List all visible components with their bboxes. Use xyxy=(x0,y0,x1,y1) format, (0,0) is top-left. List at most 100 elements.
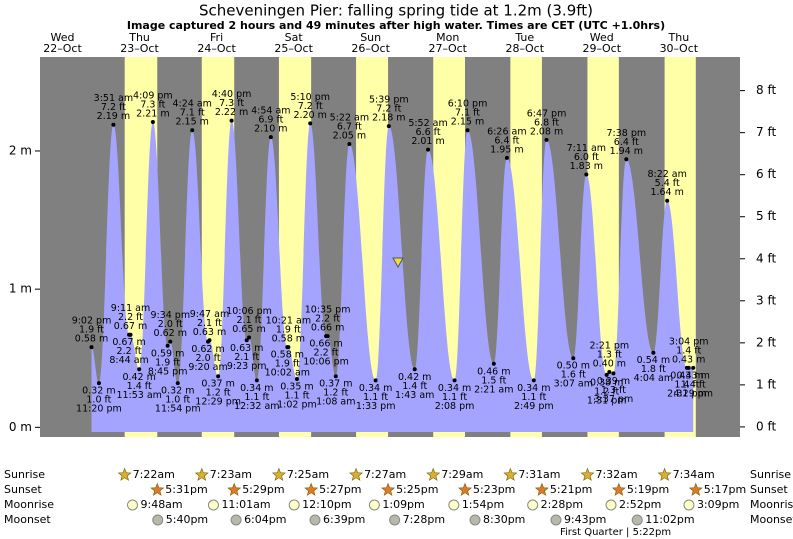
moon-icon xyxy=(309,514,321,526)
moonrise-time: 1:54pm xyxy=(462,498,504,511)
tide-label: 0.32 m xyxy=(161,386,194,397)
row-label: Sunrise xyxy=(750,468,791,481)
weekday-label: Sat xyxy=(285,31,304,44)
tide-label: 0.37 m xyxy=(319,379,352,390)
sun-icon xyxy=(304,482,319,496)
tide-label: 1.94 m xyxy=(610,146,643,157)
tide-label: 1.9 ft xyxy=(155,357,180,368)
moon-icon xyxy=(126,499,138,511)
sunset-time: 5:23pm xyxy=(473,483,515,496)
tide-label: 2.2 ft xyxy=(314,348,339,359)
tide-label: 0.40 m xyxy=(593,359,626,370)
tide-label: 2.2 ft xyxy=(315,314,340,325)
tide-label: 8:45 pm xyxy=(148,366,188,377)
tide-label: 2.22 m xyxy=(215,107,248,118)
tide-label: 9:47 am xyxy=(190,309,229,320)
row-label: Moonrise xyxy=(4,498,54,511)
tide-area xyxy=(91,120,694,433)
sun-icon xyxy=(534,482,549,496)
tide-label: 10:35 pm xyxy=(305,305,351,316)
weekday-label: Tue xyxy=(514,31,534,44)
sun-icon xyxy=(150,482,165,496)
tide-extreme-dot xyxy=(373,378,378,383)
date-label: 25–Oct xyxy=(274,42,313,55)
tide-label: 1.3 ft xyxy=(597,350,622,361)
current-tide-marker xyxy=(392,257,404,269)
tide-label: 6.6 ft xyxy=(416,127,441,138)
tide-label: 11:54 pm xyxy=(155,404,201,415)
tide-label: 0.43 m xyxy=(672,354,705,365)
tide-label: 1.8 ft xyxy=(641,364,666,375)
row-label: Sunrise xyxy=(4,468,45,481)
y2-tick-label: 7 ft xyxy=(756,125,776,139)
sun-icon xyxy=(657,467,672,481)
tide-label: 2.0 ft xyxy=(196,353,221,364)
tide-extreme-dot xyxy=(190,128,195,133)
moonset-time: 9:43pm xyxy=(564,513,606,526)
tide-label: 1.1 ft xyxy=(521,392,546,403)
tide-label: 1.9 ft xyxy=(276,325,301,336)
moonset-time: 6:04pm xyxy=(244,513,286,526)
tide-extreme-dot xyxy=(491,361,496,366)
tide-label: 2.08 m xyxy=(530,126,563,137)
tide-extreme-dot xyxy=(89,345,94,350)
moon-phase: First Quarter | 5:22pm xyxy=(560,527,671,538)
sunset-time: 5:27pm xyxy=(319,483,361,496)
tide-label: 1.95 m xyxy=(490,144,523,155)
tide-label: 7:11 am xyxy=(567,143,606,154)
weekday-label: Thu xyxy=(128,31,150,44)
tide-extreme-dot xyxy=(504,155,509,160)
tide-label: 0.65 m xyxy=(232,324,265,335)
tide-extreme-dot xyxy=(111,122,116,127)
tide-extreme-dot xyxy=(686,365,691,370)
moon-icon xyxy=(605,499,617,511)
sun-icon xyxy=(503,467,518,481)
tide-extreme-dot xyxy=(175,381,180,386)
moonrise-time: 2:28pm xyxy=(541,498,583,511)
tide-extreme-dot xyxy=(207,338,212,343)
moon-icon xyxy=(469,514,481,526)
moonrise-time: 11:01am xyxy=(221,498,270,511)
tide-label: 4:04 am xyxy=(634,373,673,384)
tide-label: 0.42 m xyxy=(398,372,431,383)
sun-icon xyxy=(117,467,132,481)
date-label: 26–Oct xyxy=(351,42,390,55)
tide-extreme-dot xyxy=(571,356,576,361)
tide-label: 0.38 m xyxy=(590,377,623,388)
moonset-time: 7:28pm xyxy=(403,513,445,526)
tide-label: 9:23 pm xyxy=(227,361,267,372)
tide-extreme-dot xyxy=(247,335,252,340)
tide-extreme-dot xyxy=(308,121,313,126)
tide-label: 1.3 ft xyxy=(601,385,626,396)
tide-extreme-dot xyxy=(128,332,133,337)
moonset-time: 5:40pm xyxy=(166,513,208,526)
row-label: Moonset xyxy=(4,513,51,526)
sunrise-time: 7:27am xyxy=(364,468,406,481)
weekday-label: Fri xyxy=(210,31,223,44)
tide-extreme-dot xyxy=(165,343,170,348)
tide-label: 2.15 m xyxy=(451,117,484,128)
tide-label: 5:22 am xyxy=(330,113,369,124)
tide-label: 9:02 pm xyxy=(72,316,112,327)
tide-extreme-dot xyxy=(452,378,457,383)
moonrise-time: 1:09pm xyxy=(382,498,424,511)
tide-label: 2:31 pm xyxy=(667,388,707,399)
chart-title: Scheveningen Pier: falling spring tide a… xyxy=(199,2,593,20)
moon-icon xyxy=(152,514,164,526)
tide-extreme-dot xyxy=(254,378,259,383)
tide-label: 1.4 ft xyxy=(402,381,427,392)
tide-label: 1.6 ft xyxy=(561,370,586,381)
weekday-label: Wed xyxy=(51,31,75,44)
tide-extreme-dot xyxy=(691,365,696,370)
tide-label: 9:34 pm xyxy=(150,310,190,321)
sun-icon xyxy=(349,467,364,481)
tide-label: 6:47 pm xyxy=(527,108,567,119)
y2-tick-label: 1 ft xyxy=(756,377,776,391)
tide-label: 9:11 am xyxy=(111,303,150,314)
sunset-time: 5:21pm xyxy=(550,483,592,496)
date-label: 23–Oct xyxy=(120,42,159,55)
tide-label: 7.2 ft xyxy=(298,101,323,112)
tide-label: 0.66 m xyxy=(309,339,342,350)
y2-tick-label: 8 ft xyxy=(756,83,776,97)
tide-label: 1:08 am xyxy=(316,397,355,408)
